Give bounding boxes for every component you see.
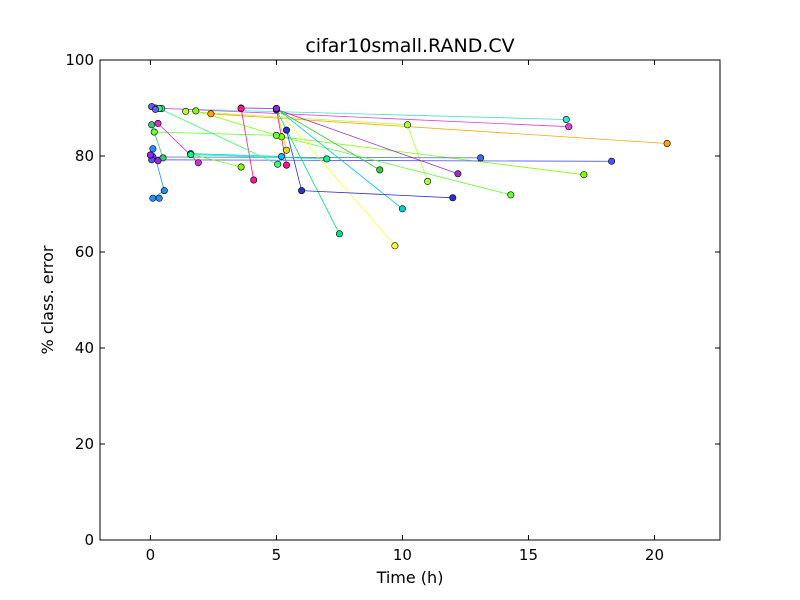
data-point-18-1 [237,163,245,171]
data-point-20-1 [194,159,202,167]
y-tick-label: 60 [75,243,94,261]
x-axis-label: Time (h) [376,568,444,587]
data-point-5-1 [477,154,485,162]
series-line-19 [190,153,282,157]
data-point-22-1 [160,187,168,195]
data-point-26-0 [146,151,154,159]
y-tick-label: 100 [65,51,94,69]
data-point-13-2 [449,194,457,202]
data-point-0-1 [663,140,671,148]
series-line-10 [276,108,403,210]
series-line-0 [210,113,668,144]
data-point-4-2 [580,171,588,179]
series-line-17 [240,108,255,181]
data-point-8-1 [272,131,280,139]
series-line-21 [190,154,327,160]
data-point-15-1 [282,161,290,169]
data-point-13-1 [298,187,306,195]
chart-title: cifar10small.RAND.CV [305,35,514,57]
data-point-13-0 [282,126,290,134]
data-point-20-0 [154,119,162,127]
x-tick-label: 20 [645,546,664,564]
data-point-24-1 [151,105,159,113]
plot-frame [99,59,721,541]
series-line-16 [241,107,277,109]
axis-ticks: 0 5 10 15 20 0 20 40 60 80 100 [65,51,720,564]
data-point-25-0 [148,121,156,129]
series-line-9 [276,108,381,171]
data-point-17-0 [237,105,245,113]
y-tick-label: 20 [75,435,94,453]
data-point-22-3 [155,194,163,202]
series-line-18 [190,153,242,168]
data-point-22-2 [149,194,157,202]
y-tick-label: 40 [75,339,94,357]
x-tick-label: 0 [146,546,156,564]
x-tick-label: 15 [519,546,538,564]
data-point-19-1 [277,153,285,161]
x-tick-label: 5 [272,546,282,564]
data-point-14-1 [282,146,290,154]
data-point-7-1 [454,170,462,178]
data-point-11-1 [391,242,399,250]
data-point-23-1 [274,160,282,168]
series-line-2 [155,107,569,128]
data-point-21-1 [323,155,331,163]
points-layer [146,103,671,250]
y-tick-label: 80 [75,147,94,165]
series-line-5 [152,156,481,159]
data-point-17-1 [250,176,258,184]
series-layer [146,103,671,250]
x-tick-label: 10 [393,546,412,564]
data-point-4-0 [192,107,200,115]
series-line-14 [276,108,287,151]
y-tick-label: 0 [84,531,94,549]
data-point-10-1 [398,205,406,213]
data-point-9-1 [376,166,384,174]
data-point-21-0 [187,151,195,159]
data-point-3-2 [424,177,432,185]
series-line-11 [276,108,396,247]
series-line-1 [161,108,567,120]
series-line-6 [151,159,612,162]
y-axis-label: % class. error [38,245,57,354]
series-line-7 [276,109,459,175]
data-point-22-0 [149,145,157,153]
data-point-12-1 [335,230,343,238]
data-point-3-0 [182,107,190,115]
series-line-23 [159,108,278,165]
data-point-2-1 [565,123,573,131]
data-point-3-1 [403,121,411,129]
data-point-26-1 [154,157,162,165]
data-point-16-1 [272,105,280,113]
data-point-8-2 [507,191,515,199]
data-point-8-0 [150,128,158,136]
data-point-6-1 [608,157,616,165]
data-point-0-0 [207,110,215,118]
data-point-1-1 [562,116,570,124]
